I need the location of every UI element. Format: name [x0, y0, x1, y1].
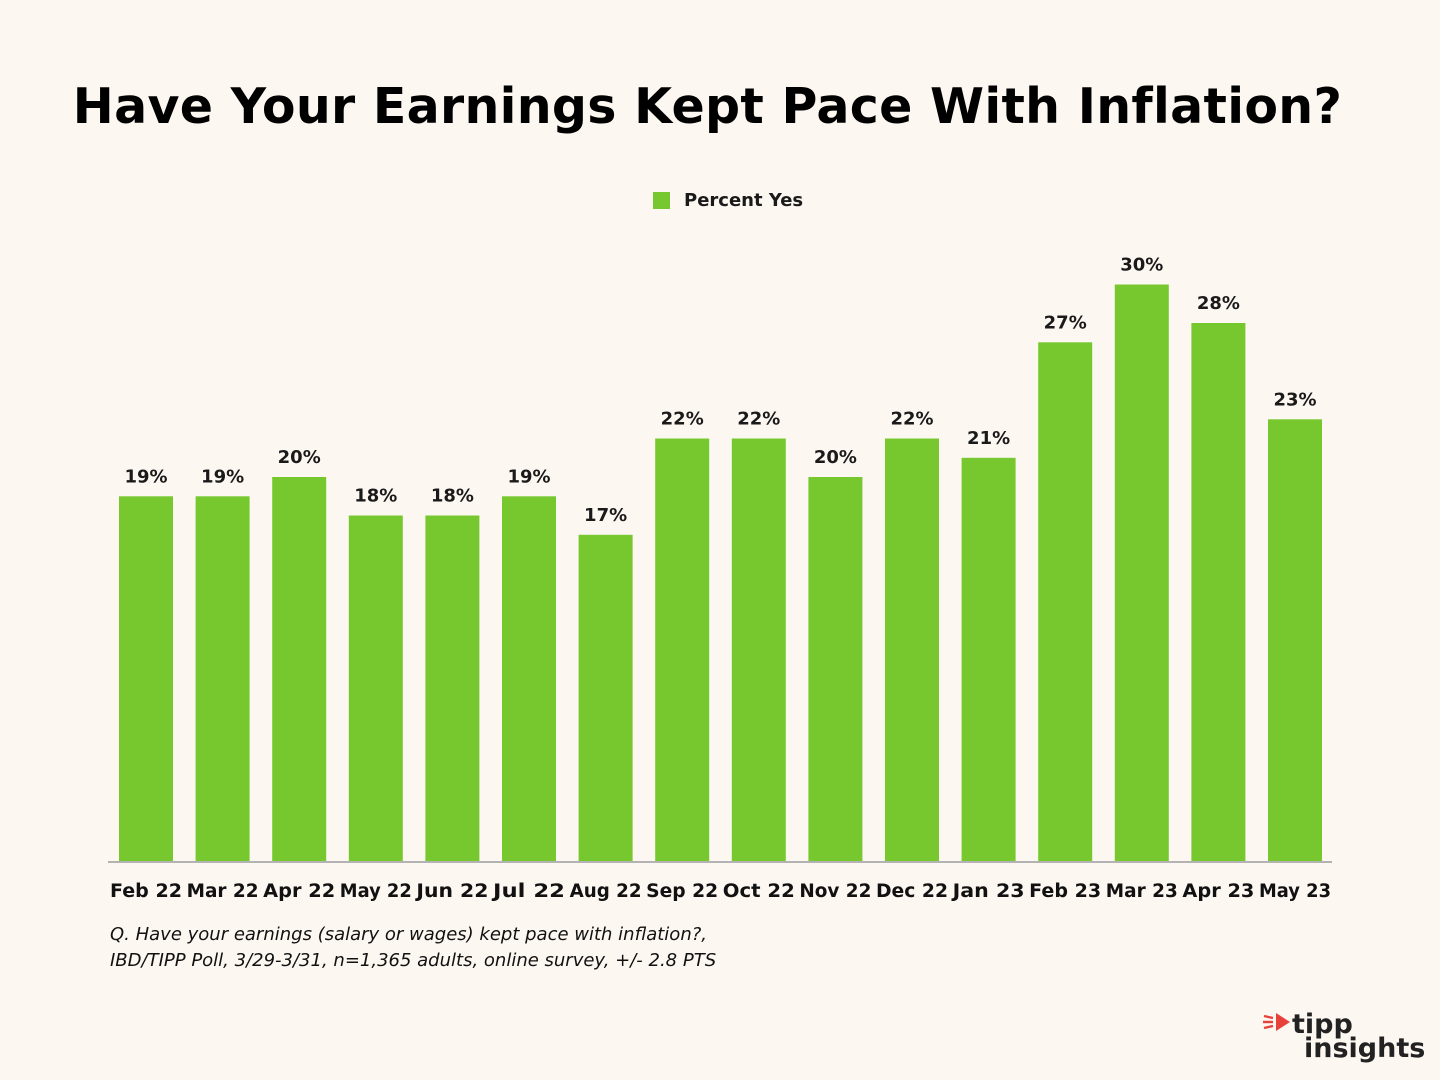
data-label-jun-22: 18% [431, 486, 474, 507]
x-tick-label-sep-22: Sep 22 [646, 881, 718, 902]
logo-word-insights: insights [1304, 1033, 1426, 1064]
bars-group [119, 284, 1322, 863]
bar-aug-22 [578, 534, 633, 863]
data-label-oct-22: 22% [737, 409, 780, 430]
bar-may-23 [1268, 419, 1322, 863]
data-label-may-22: 18% [354, 486, 397, 507]
bar-apr-22 [272, 477, 327, 862]
bar-oct-22 [731, 438, 786, 862]
x-tick-label-may-22: May 22 [340, 881, 412, 902]
x-tick-label-feb-23: Feb 23 [1029, 881, 1101, 902]
data-label-nov-22: 20% [814, 447, 857, 468]
bar-dec-22 [885, 438, 939, 862]
data-labels-group: 19% 19% 20% 18% 18% 19% 17% 22% 22% 20% 22% 21% 27% 3… [124, 255, 1316, 526]
x-tick-label-oct-22: Oct 22 [723, 881, 795, 902]
bar-may-22 [348, 515, 403, 862]
logo-word-tipp: tipp [1292, 1009, 1353, 1040]
x-tick-label-jun-22: Jun 22 [414, 881, 488, 902]
logo-arrow-icon [1263, 1013, 1290, 1031]
data-label-mar-23: 30% [1120, 255, 1163, 276]
bar-feb-22 [119, 496, 173, 863]
tipp-insights-logo: tipp insights [1262, 1008, 1426, 1066]
data-label-sep-22: 22% [661, 409, 704, 430]
bar-jun-22 [425, 515, 480, 862]
x-tick-label-apr-23: Apr 23 [1182, 881, 1254, 902]
bar-jan-23 [961, 457, 1016, 863]
data-label-apr-22: 20% [278, 447, 321, 468]
x-tick-label-nov-22: Nov 22 [799, 881, 871, 902]
data-label-feb-23: 27% [1044, 312, 1087, 333]
legend-label: Percent Yes [684, 189, 804, 211]
footnote: Q. Have your earnings (salary or wages) … [110, 922, 716, 974]
data-label-aug-22: 17% [584, 505, 627, 526]
data-label-apr-23: 28% [1197, 293, 1240, 314]
x-tick-label-mar-22: Mar 22 [187, 881, 259, 902]
data-label-mar-22: 19% [201, 466, 244, 487]
x-tick-label-dec-22: Dec 22 [876, 881, 948, 902]
bar-chart: 19% 19% 20% 18% 18% 19% 17% 22% 22% 20% 22% 21% 27% 3… [108, 255, 1332, 902]
x-tick-label-aug-22: Aug 22 [570, 881, 642, 902]
bar-sep-22 [655, 438, 710, 862]
x-tick-label-apr-22: Apr 22 [263, 881, 335, 902]
data-label-feb-22: 19% [124, 466, 167, 487]
bar-jul-22 [502, 496, 556, 863]
data-label-jul-22: 19% [507, 466, 550, 487]
x-tick-label-mar-23: Mar 23 [1106, 881, 1178, 902]
footnote-line-1: Q. Have your earnings (salary or wages) … [110, 924, 707, 945]
chart-title: Have Your Earnings Kept Pace With Inflat… [72, 78, 1343, 135]
data-label-dec-22: 22% [890, 409, 933, 430]
data-label-may-23: 23% [1273, 389, 1316, 410]
bar-mar-23 [1114, 284, 1169, 862]
x-tick-labels-group: Feb 22 Mar 22 Apr 22 May 22 Jun 22 Jul 22 Aug … [110, 881, 1331, 902]
x-tick-label-feb-22: Feb 22 [110, 881, 182, 902]
bar-feb-23 [1038, 342, 1093, 863]
bar-mar-22 [195, 496, 250, 863]
chart-legend: Percent Yes [653, 188, 803, 212]
x-tick-label-jan-23: Jan 23 [950, 881, 1024, 902]
data-label-jan-23: 21% [967, 428, 1010, 449]
x-tick-label-may-23: May 23 [1259, 881, 1331, 902]
legend-swatch [653, 191, 670, 209]
bar-nov-22 [808, 477, 863, 862]
x-tick-label-jul-22: Jul 22 [491, 881, 565, 902]
bar-apr-23 [1191, 323, 1246, 862]
footnote-line-2: IBD/TIPP Poll, 3/29-3/31, n=1,365 adults… [110, 950, 717, 971]
